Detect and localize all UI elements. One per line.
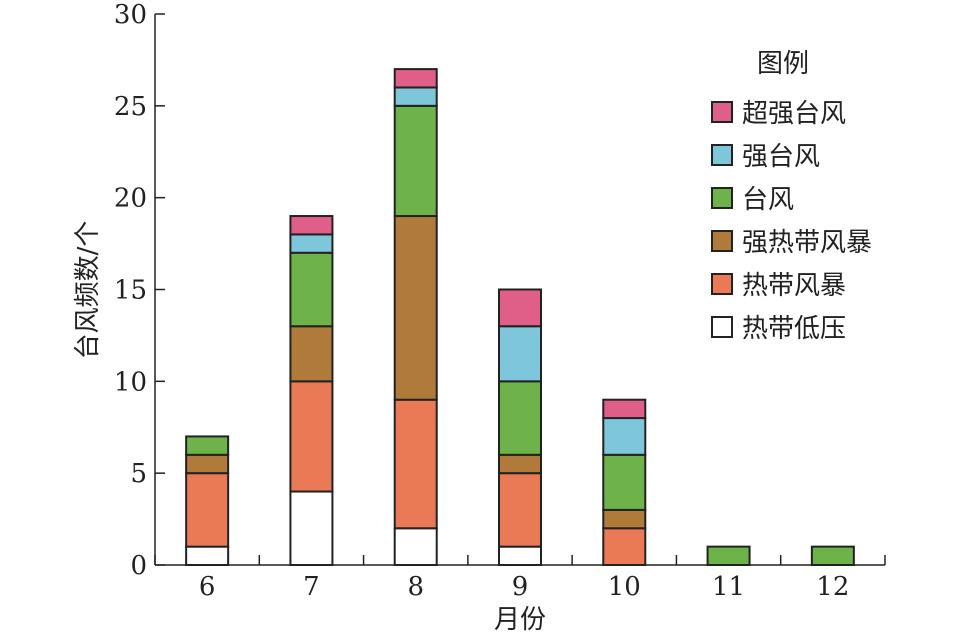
bar-segment	[185, 453, 230, 475]
legend-label: 台风	[742, 185, 794, 215]
legend-swatch	[711, 316, 733, 338]
legend-label: 强台风	[742, 142, 820, 172]
x-tick-label: 12	[816, 572, 849, 602]
y-tick-label: 20	[114, 184, 147, 214]
legend-swatch	[711, 101, 733, 123]
y-tick-label: 15	[114, 276, 147, 306]
x-tick-label: 11	[712, 572, 745, 602]
y-tick-label: 10	[114, 367, 147, 397]
bar-segment	[602, 453, 647, 511]
bar-segment	[289, 233, 334, 254]
y-tick-label: 25	[114, 92, 147, 122]
legend-label: 超强台风	[742, 99, 846, 129]
bar-segment	[498, 288, 542, 328]
bar-segment	[498, 545, 542, 567]
legend-label: 热带风暴	[742, 271, 846, 301]
x-tick-label: 7	[303, 572, 320, 602]
bar-segment	[393, 104, 438, 218]
bar-segment	[602, 398, 647, 420]
bar-segment	[810, 545, 855, 567]
y-tick-label: 0	[130, 551, 147, 581]
bar-segment	[185, 472, 230, 548]
bar-segment	[185, 545, 230, 567]
bar-segment	[498, 325, 542, 383]
bar-segment	[498, 472, 542, 548]
bar-segment	[393, 86, 438, 107]
bar-segment	[602, 417, 647, 456]
legend-swatch	[711, 230, 733, 252]
bar-segment	[602, 508, 647, 530]
bar-segment	[289, 215, 334, 236]
bar-segment	[289, 490, 334, 566]
y-axis-label: 台风频数/个	[73, 221, 103, 360]
legend-swatch	[711, 144, 733, 166]
y-tick-label: 30	[114, 0, 147, 30]
x-tick-label: 9	[512, 572, 529, 602]
x-axis-label: 月份	[494, 605, 546, 635]
x-tick-label: 8	[407, 572, 424, 602]
y-tick-label: 5	[130, 459, 147, 489]
axes-group: 0 5 10 15 20 25 30 6 7 8 9 10 11 12	[114, 0, 886, 602]
legend-label: 热带低压	[742, 314, 846, 344]
bar-segment	[498, 380, 542, 456]
x-tick-label: 10	[608, 572, 641, 602]
bar-segment	[706, 545, 751, 567]
legend-swatch	[711, 187, 733, 209]
x-tick-label: 6	[199, 572, 216, 602]
bar-segment	[185, 435, 230, 456]
bars-group	[185, 68, 855, 567]
legend-label: 强热带风暴	[742, 228, 872, 258]
legend-title: 图例	[757, 49, 809, 79]
bar-segment	[289, 325, 334, 383]
bar-segment	[602, 527, 647, 566]
legend-swatch	[711, 273, 733, 295]
bar-segment	[498, 453, 542, 475]
bar-segment	[289, 380, 334, 493]
bar-segment	[393, 398, 438, 530]
bar-segment	[393, 527, 438, 566]
bar-segment	[289, 251, 334, 328]
bar-segment	[393, 68, 438, 89]
bar-segment	[393, 215, 438, 401]
